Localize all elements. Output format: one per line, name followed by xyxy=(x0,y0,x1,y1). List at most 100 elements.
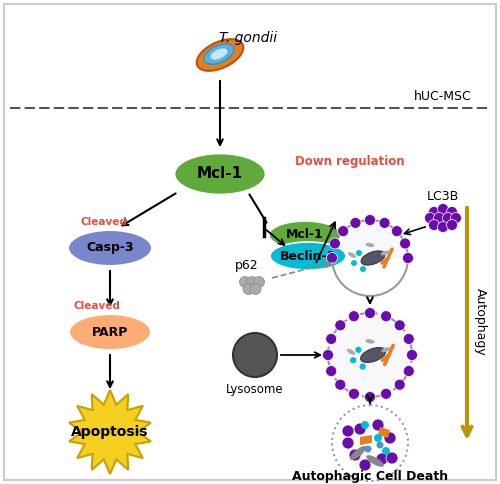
Circle shape xyxy=(386,452,398,464)
Circle shape xyxy=(240,276,250,287)
Text: Lysosome: Lysosome xyxy=(226,383,284,396)
Circle shape xyxy=(376,453,388,465)
Circle shape xyxy=(400,238,410,249)
Circle shape xyxy=(250,284,261,294)
Ellipse shape xyxy=(269,221,341,249)
Circle shape xyxy=(438,203,448,214)
Circle shape xyxy=(246,276,258,287)
Ellipse shape xyxy=(366,455,384,467)
Ellipse shape xyxy=(350,446,366,460)
Text: PARP: PARP xyxy=(92,326,128,338)
Circle shape xyxy=(404,333,414,345)
Ellipse shape xyxy=(196,39,244,71)
Circle shape xyxy=(348,388,360,399)
Circle shape xyxy=(356,250,362,256)
Circle shape xyxy=(380,311,392,322)
Circle shape xyxy=(372,419,384,431)
Circle shape xyxy=(356,347,362,353)
Circle shape xyxy=(376,441,384,449)
Circle shape xyxy=(394,379,405,390)
Text: hUC-MSC: hUC-MSC xyxy=(414,90,472,103)
Circle shape xyxy=(374,434,382,442)
Circle shape xyxy=(424,212,436,224)
Circle shape xyxy=(354,423,366,435)
Circle shape xyxy=(359,459,371,471)
Circle shape xyxy=(330,238,340,249)
Circle shape xyxy=(335,379,346,390)
Circle shape xyxy=(382,447,390,455)
Circle shape xyxy=(360,266,366,272)
Circle shape xyxy=(328,313,412,397)
Text: Autophagic Cell Death: Autophagic Cell Death xyxy=(292,470,448,483)
Circle shape xyxy=(364,445,372,453)
Text: Cleaved: Cleaved xyxy=(80,217,128,227)
Circle shape xyxy=(446,207,458,217)
Text: LC3B: LC3B xyxy=(427,190,459,202)
Circle shape xyxy=(342,425,354,437)
Circle shape xyxy=(332,220,408,296)
Circle shape xyxy=(326,365,336,377)
Circle shape xyxy=(322,349,334,361)
Ellipse shape xyxy=(174,153,266,195)
Polygon shape xyxy=(360,435,372,445)
Ellipse shape xyxy=(348,252,356,258)
Circle shape xyxy=(450,212,462,224)
Text: T. gondii: T. gondii xyxy=(219,31,277,45)
Circle shape xyxy=(394,320,405,331)
Circle shape xyxy=(338,226,348,237)
Ellipse shape xyxy=(68,230,152,266)
Circle shape xyxy=(326,333,336,345)
Polygon shape xyxy=(328,258,412,303)
Text: Mcl-1: Mcl-1 xyxy=(197,166,243,182)
Circle shape xyxy=(233,333,277,377)
Circle shape xyxy=(364,307,376,318)
Text: Beclin-1: Beclin-1 xyxy=(280,249,336,262)
Circle shape xyxy=(342,437,354,449)
Circle shape xyxy=(364,392,376,403)
Text: Mcl-1: Mcl-1 xyxy=(286,228,324,242)
Circle shape xyxy=(402,253,413,263)
Circle shape xyxy=(348,311,360,322)
Ellipse shape xyxy=(204,44,234,64)
Circle shape xyxy=(332,405,408,481)
Circle shape xyxy=(438,222,448,232)
Ellipse shape xyxy=(361,251,385,265)
Text: Down regulation: Down regulation xyxy=(295,155,405,168)
Ellipse shape xyxy=(366,243,374,247)
Circle shape xyxy=(349,449,361,461)
Text: Apoptosis: Apoptosis xyxy=(72,425,149,439)
Circle shape xyxy=(392,226,402,237)
Circle shape xyxy=(384,432,396,444)
Polygon shape xyxy=(378,427,390,438)
Text: Casp-3: Casp-3 xyxy=(86,242,134,255)
Polygon shape xyxy=(69,390,151,474)
Circle shape xyxy=(351,260,357,266)
Circle shape xyxy=(243,284,254,294)
Circle shape xyxy=(428,220,440,230)
Ellipse shape xyxy=(270,242,346,270)
Circle shape xyxy=(380,388,392,399)
Text: p62: p62 xyxy=(235,258,259,272)
Circle shape xyxy=(406,349,418,361)
Circle shape xyxy=(364,214,376,226)
Circle shape xyxy=(428,207,440,217)
Ellipse shape xyxy=(210,48,228,60)
Circle shape xyxy=(350,217,361,228)
Circle shape xyxy=(404,365,414,377)
Ellipse shape xyxy=(360,348,386,363)
Circle shape xyxy=(360,363,366,370)
Circle shape xyxy=(335,320,346,331)
Ellipse shape xyxy=(382,347,390,352)
Ellipse shape xyxy=(69,314,151,350)
Ellipse shape xyxy=(366,339,374,344)
Text: Cleaved: Cleaved xyxy=(74,301,120,311)
Circle shape xyxy=(254,276,264,287)
Circle shape xyxy=(361,421,369,429)
Circle shape xyxy=(350,357,356,363)
Circle shape xyxy=(434,212,444,224)
Circle shape xyxy=(326,253,338,263)
Circle shape xyxy=(379,217,390,228)
Ellipse shape xyxy=(347,349,356,355)
Circle shape xyxy=(442,212,454,224)
Ellipse shape xyxy=(380,251,390,256)
